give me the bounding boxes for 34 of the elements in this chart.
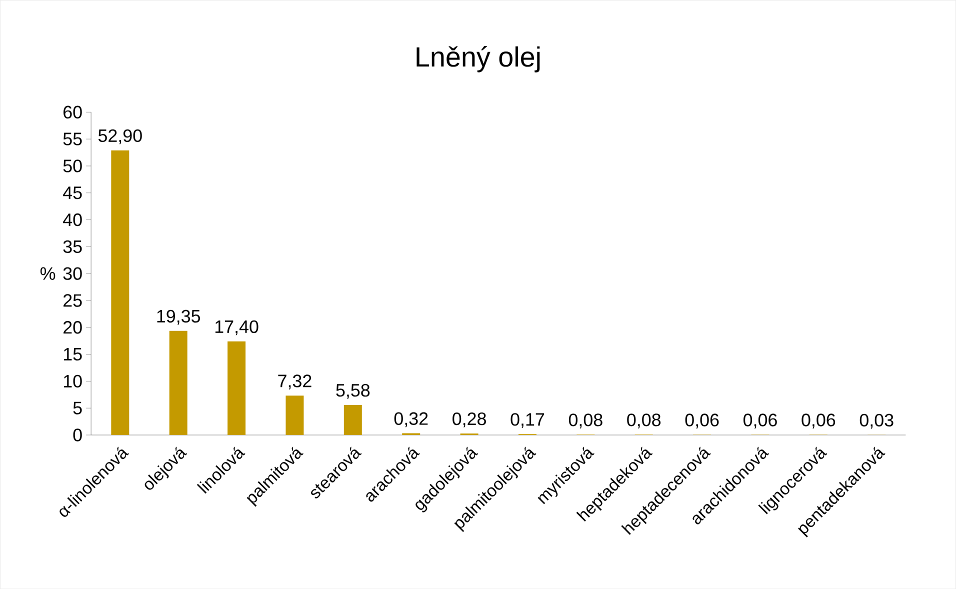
y-tick-label: 60 xyxy=(64,106,82,118)
data-label: 5,58 xyxy=(336,384,370,399)
y-tick-label: 40 xyxy=(63,213,82,226)
y-tick-label: 35 xyxy=(63,240,82,253)
bar xyxy=(228,341,246,435)
data-label: 0,08 xyxy=(568,414,602,428)
y-tick-label: 50 xyxy=(63,160,82,172)
data-label: 52,90 xyxy=(98,129,142,144)
bar xyxy=(344,404,362,435)
data-label: 7,32 xyxy=(278,374,312,390)
data-label: 0,28 xyxy=(452,412,486,428)
data-label: 0,06 xyxy=(802,414,836,428)
y-tick-label: 55 xyxy=(63,132,82,146)
bar xyxy=(169,330,188,435)
data-label: 0,17 xyxy=(510,413,544,428)
y-tick-label: 5 xyxy=(73,402,82,414)
data-label: 17,40 xyxy=(215,320,258,336)
data-label: 0,32 xyxy=(394,412,428,428)
y-tick-label: 45 xyxy=(63,186,82,200)
y-tick-label: 25 xyxy=(64,294,82,307)
bar xyxy=(111,150,130,435)
data-label: 0,06 xyxy=(685,414,719,428)
chart-title: Lněný olej xyxy=(416,46,540,72)
data-label: 19,35 xyxy=(157,310,200,325)
y-axis-title: % xyxy=(40,267,56,280)
bar xyxy=(286,396,304,435)
data-label: 0,06 xyxy=(744,414,777,428)
data-label: 0,03 xyxy=(860,414,894,429)
y-tick-label: 10 xyxy=(64,374,82,388)
y-tick-label: 30 xyxy=(63,267,82,280)
y-tick-label: 20 xyxy=(64,320,82,334)
data-label: 0,08 xyxy=(627,414,661,428)
y-tick-label: 15 xyxy=(64,348,82,360)
y-tick-label: 0 xyxy=(73,428,82,442)
